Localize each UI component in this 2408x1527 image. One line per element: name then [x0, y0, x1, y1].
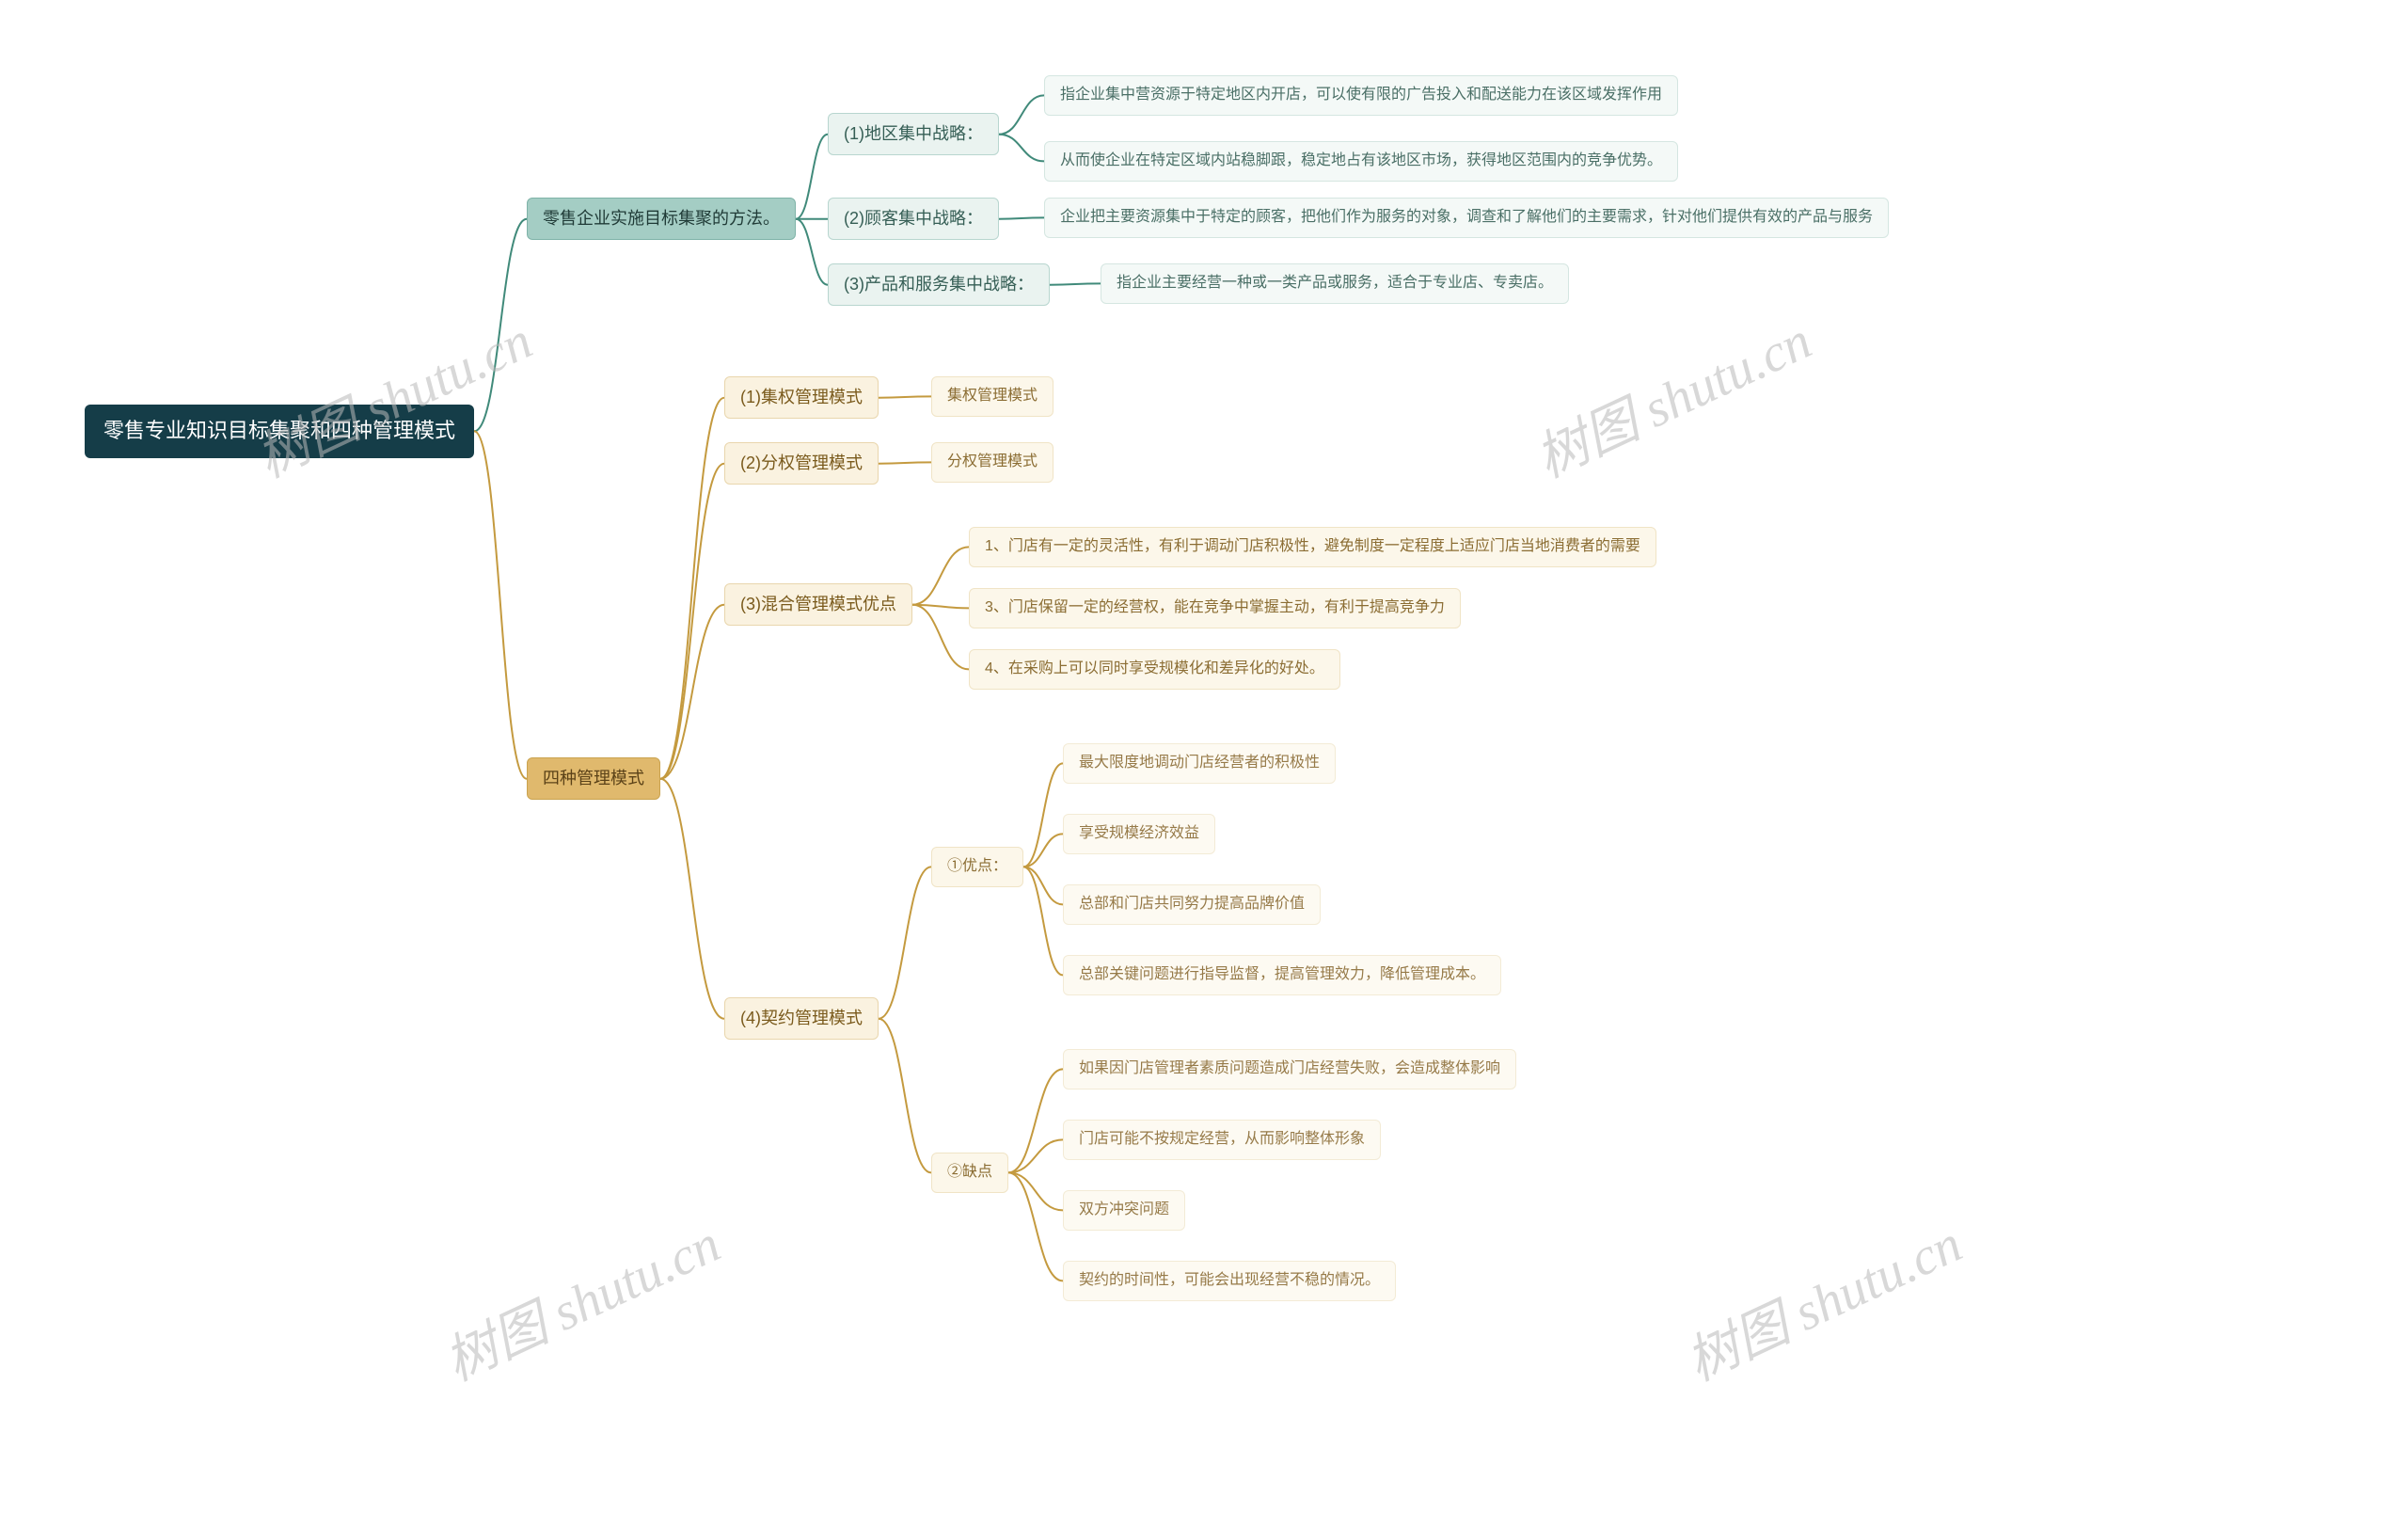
node-con-4: 契约的时间性，可能会出现经营不稳的情况。	[1063, 1261, 1396, 1301]
node-customer-strategy[interactable]: (2)顾客集中战略：	[828, 198, 999, 240]
node-centralized-leaf: 集权管理模式	[931, 376, 1054, 417]
node-mixed-3: 3、门店保留一定的经营权，能在竞争中掌握主动，有利于提高竞争力	[969, 588, 1461, 628]
node-pro-4: 总部关键问题进行指导监督，提高管理效力，降低管理成本。	[1063, 955, 1501, 995]
node-con-1: 如果因门店管理者素质问题造成门店经营失败，会造成整体影响	[1063, 1049, 1516, 1090]
node-con-2: 门店可能不按规定经营，从而影响整体形象	[1063, 1120, 1381, 1160]
branch-models[interactable]: 四种管理模式	[527, 757, 660, 800]
node-centralized[interactable]: (1)集权管理模式	[724, 376, 879, 419]
node-pro-3: 总部和门店共同努力提高品牌价值	[1063, 884, 1321, 925]
watermark: 树图 shutu.cn	[1522, 298, 1822, 492]
watermark: 树图 shutu.cn	[431, 1201, 731, 1395]
node-contract-cons[interactable]: ②缺点	[931, 1153, 1008, 1193]
node-contract[interactable]: (4)契约管理模式	[724, 997, 879, 1040]
root-node[interactable]: 零售专业知识目标集聚和四种管理模式	[85, 405, 474, 458]
node-contract-pros[interactable]: ①优点：	[931, 847, 1023, 887]
node-decentralized[interactable]: (2)分权管理模式	[724, 442, 879, 485]
node-pro-2: 享受规模经济效益	[1063, 814, 1215, 854]
node-region-strategy[interactable]: (1)地区集中战略：	[828, 113, 999, 155]
node-mixed-1: 1、门店有一定的灵活性，有利于调动门店积极性，避免制度一定程度上适应门店当地消费…	[969, 527, 1656, 567]
node-decentralized-leaf: 分权管理模式	[931, 442, 1054, 483]
node-mixed-4: 4、在采购上可以同时享受规模化和差异化的好处。	[969, 649, 1340, 690]
watermark: 树图 shutu.cn	[243, 298, 543, 492]
watermark: 树图 shutu.cn	[1672, 1201, 1972, 1395]
node-pro-1: 最大限度地调动门店经营者的积极性	[1063, 743, 1336, 784]
branch-methods[interactable]: 零售企业实施目标集聚的方法。	[527, 198, 796, 240]
node-mixed[interactable]: (3)混合管理模式优点	[724, 583, 912, 626]
node-region-desc-1: 指企业集中营资源于特定地区内开店，可以使有限的广告投入和配送能力在该区域发挥作用	[1044, 75, 1678, 116]
node-product-desc: 指企业主要经营一种或一类产品或服务，适合于专业店、专卖店。	[1101, 263, 1569, 304]
node-product-strategy[interactable]: (3)产品和服务集中战略：	[828, 263, 1050, 306]
node-customer-desc: 企业把主要资源集中于特定的顾客，把他们作为服务的对象，调查和了解他们的主要需求，…	[1044, 198, 1889, 238]
node-region-desc-2: 从而使企业在特定区域内站稳脚跟，稳定地占有该地区市场，获得地区范围内的竞争优势。	[1044, 141, 1678, 182]
node-con-3: 双方冲突问题	[1063, 1190, 1185, 1231]
